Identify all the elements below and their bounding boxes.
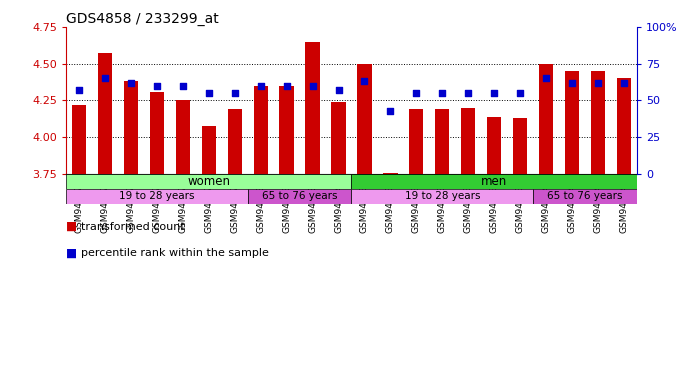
Bar <box>383 173 397 174</box>
Point <box>333 87 344 93</box>
Bar <box>202 126 216 174</box>
Point <box>541 75 552 81</box>
Bar <box>306 41 319 174</box>
Point <box>567 80 578 86</box>
Bar <box>98 53 112 174</box>
Bar <box>409 109 423 174</box>
Bar <box>435 109 450 174</box>
Text: 65 to 76 years: 65 to 76 years <box>262 191 338 201</box>
Bar <box>351 174 637 189</box>
Point <box>151 83 162 89</box>
Bar <box>66 174 351 189</box>
Point <box>514 90 525 96</box>
Text: percentile rank within the sample: percentile rank within the sample <box>81 248 269 258</box>
Bar <box>513 118 528 174</box>
Text: 19 to 28 years: 19 to 28 years <box>404 191 480 201</box>
Bar <box>357 64 372 174</box>
Point <box>592 80 603 86</box>
Point <box>229 90 240 96</box>
Bar <box>280 86 294 174</box>
Point <box>100 75 111 81</box>
Bar <box>591 71 605 174</box>
Bar <box>66 189 248 204</box>
Bar <box>461 108 475 174</box>
Text: 19 to 28 years: 19 to 28 years <box>119 191 195 201</box>
Text: GDS4858 / 233299_at: GDS4858 / 233299_at <box>66 12 219 26</box>
Text: ■: ■ <box>66 220 81 233</box>
Point <box>618 80 629 86</box>
Bar <box>253 86 268 174</box>
Bar <box>175 101 190 174</box>
Point <box>255 83 267 89</box>
Text: transformed count: transformed count <box>81 222 185 232</box>
Bar <box>72 105 86 174</box>
Text: 65 to 76 years: 65 to 76 years <box>547 191 623 201</box>
Text: ■: ■ <box>66 247 81 260</box>
Bar <box>228 109 242 174</box>
Bar <box>248 189 351 204</box>
Text: women: women <box>187 175 230 188</box>
Point <box>411 90 422 96</box>
Bar <box>565 71 579 174</box>
Bar <box>351 189 533 204</box>
Bar <box>617 78 631 174</box>
Point <box>307 83 318 89</box>
Point <box>436 90 448 96</box>
Point <box>359 78 370 84</box>
Bar <box>150 92 164 174</box>
Point <box>203 90 214 96</box>
Bar <box>331 102 346 174</box>
Point <box>281 83 292 89</box>
Bar <box>539 64 553 174</box>
Bar <box>124 81 138 174</box>
Bar <box>487 117 501 174</box>
Point <box>74 87 85 93</box>
Point <box>489 90 500 96</box>
Point <box>125 80 136 86</box>
Point <box>385 108 396 114</box>
Point <box>177 83 189 89</box>
Bar <box>533 189 637 204</box>
Text: men: men <box>481 175 507 188</box>
Point <box>463 90 474 96</box>
